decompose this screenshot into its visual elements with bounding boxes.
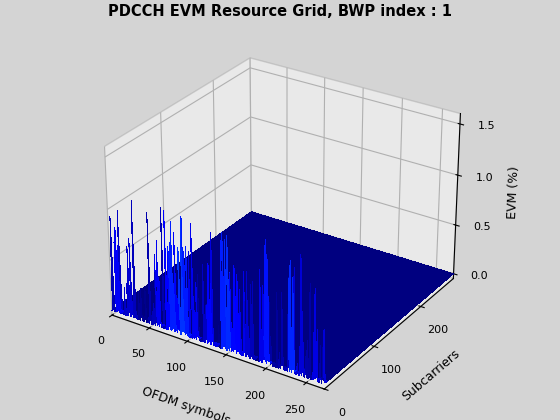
Title: PDCCH EVM Resource Grid, BWP index : 1: PDCCH EVM Resource Grid, BWP index : 1 [108, 4, 452, 19]
X-axis label: OFDM symbols: OFDM symbols [141, 385, 232, 420]
Y-axis label: Subcarriers: Subcarriers [400, 346, 463, 403]
